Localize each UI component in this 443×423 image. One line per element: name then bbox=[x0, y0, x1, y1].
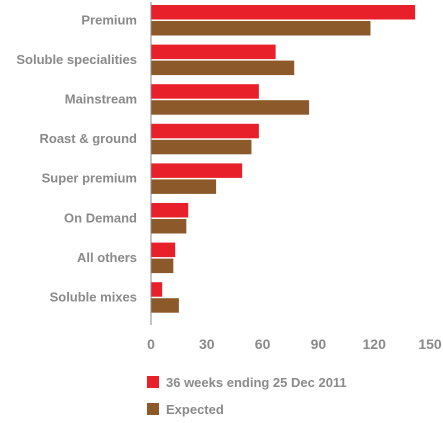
bar-roast-and-ground-actual bbox=[151, 123, 259, 139]
bar-super-premium-actual bbox=[151, 163, 243, 178]
bars-layer bbox=[151, 5, 416, 313]
bar-super-premium-expected bbox=[151, 179, 217, 194]
bar-roast-and-ground-expected bbox=[151, 139, 252, 155]
bar-soluble-specialities-expected bbox=[151, 60, 295, 76]
bar-premium-actual bbox=[151, 5, 416, 20]
bar-premium-expected bbox=[151, 21, 371, 36]
category-label-on-demand: On Demand bbox=[64, 210, 137, 225]
category-labels: Premium Soluble specialities Mainstream Roa… bbox=[16, 12, 137, 304]
category-label-mainstream: Mainstream bbox=[65, 91, 137, 106]
category-label-premium: Premium bbox=[81, 12, 137, 27]
legend: 36 weeks ending 25 Dec 2011 Expected bbox=[147, 375, 347, 417]
bar-on-demand-actual bbox=[151, 203, 189, 218]
bar-all-others-expected bbox=[151, 258, 174, 274]
bar-all-others-actual bbox=[151, 242, 176, 258]
category-label-super-premium: Super premium bbox=[42, 171, 137, 186]
x-tick-90: 90 bbox=[311, 336, 327, 352]
bar-mainstream-actual bbox=[151, 84, 259, 99]
category-label-all-others: All others bbox=[77, 250, 137, 265]
x-tick-120: 120 bbox=[363, 336, 387, 352]
bar-soluble-mixes-expected bbox=[151, 298, 179, 313]
legend-label-expected: Expected bbox=[166, 402, 224, 417]
category-label-soluble-specialities: Soluble specialities bbox=[16, 52, 137, 67]
x-tick-30: 30 bbox=[199, 336, 215, 352]
legend-label-actual: 36 weeks ending 25 Dec 2011 bbox=[166, 375, 347, 390]
bar-soluble-mixes-actual bbox=[151, 282, 163, 297]
x-tick-60: 60 bbox=[255, 336, 271, 352]
x-tick-labels: 0 30 60 90 120 150 bbox=[147, 336, 442, 352]
legend-swatch-actual bbox=[147, 376, 159, 388]
bar-on-demand-expected bbox=[151, 219, 187, 234]
x-tick-0: 0 bbox=[147, 336, 155, 352]
legend-swatch-expected bbox=[147, 403, 159, 415]
bar-soluble-specialities-actual bbox=[151, 44, 276, 60]
bar-mainstream-expected bbox=[151, 100, 310, 115]
x-tick-150: 150 bbox=[418, 336, 442, 352]
category-label-soluble-mixes: Soluble mixes bbox=[50, 289, 137, 304]
category-label-roast-and-ground: Roast & ground bbox=[40, 131, 138, 146]
